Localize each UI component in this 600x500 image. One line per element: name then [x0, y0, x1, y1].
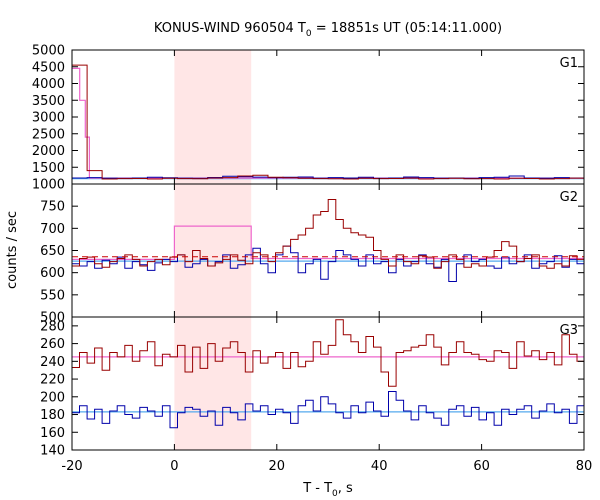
y-tick-label: 280 [40, 319, 65, 334]
xlabel-part: , s [338, 481, 353, 496]
y-tick-label: 500 [40, 311, 65, 326]
x-axis-label: T - T0, s [302, 481, 353, 499]
panel-label: G3 [560, 323, 578, 338]
y-tick-label: 220 [40, 373, 65, 388]
svg-text:KONUS-WIND 960504 T0 = 18851s: KONUS-WIND 960504 T0 = 18851s UT (05:14:… [154, 21, 502, 39]
series-high-energy [72, 64, 584, 180]
y-tick-label: 260 [40, 337, 65, 352]
y-tick-label: 550 [40, 288, 65, 303]
y-tick-label: 2000 [32, 144, 65, 159]
y-tick-label: 3500 [32, 94, 65, 109]
y-tick-label: 750 [40, 200, 65, 215]
y-axis-label: counts / sec [5, 211, 20, 289]
series-high-energy [72, 199, 584, 269]
y-tick-label: 140 [40, 444, 65, 459]
panel-frame [71, 316, 585, 451]
fit-line-high [72, 225, 584, 260]
trigger-highlight-region [174, 50, 252, 450]
y-tick-label: 4000 [32, 77, 65, 92]
series-low-energy [72, 175, 584, 179]
title-subscript: 0 [306, 29, 312, 39]
series-low-energy [72, 391, 584, 429]
y-tick-label: 180 [40, 408, 65, 423]
y-tick-label: 5000 [32, 44, 65, 59]
chart-title: KONUS-WIND 960504 T0 = 18851s UT (05:14:… [154, 21, 502, 39]
x-tick-label: -20 [61, 459, 82, 474]
x-tick-label: 20 [269, 459, 286, 474]
panel-frame [71, 49, 585, 185]
x-tick-label: 0 [170, 459, 178, 474]
y-tick-label: 650 [40, 244, 65, 259]
plot-area-g2 [72, 199, 584, 282]
y-tick-label: 3000 [32, 111, 65, 126]
y-tick-label: 700 [40, 222, 65, 237]
y-tick-label: 1500 [32, 161, 65, 176]
y-tick-label: 4500 [32, 60, 65, 75]
plot-area-g1 [72, 64, 584, 180]
y-tick-label: 240 [40, 355, 65, 370]
title-part: KONUS-WIND 960504 T [154, 21, 306, 36]
y-tick-label: 600 [40, 266, 65, 281]
x-tick-label: 60 [473, 459, 490, 474]
series-high-energy [72, 319, 584, 387]
xlabel-part: T - T [302, 481, 332, 496]
panel-label: G2 [560, 190, 578, 205]
x-tick-label: 80 [576, 459, 593, 474]
panel-g2: 500 550 600 650 700 750 G2 [40, 183, 585, 326]
y-tick-label: 160 [40, 426, 65, 441]
plot-area-g3 [72, 319, 584, 429]
panel-g3: 140 160 180 200 220 240 260 280 G3 [40, 316, 585, 459]
xlabel-subscript: 0 [332, 489, 338, 499]
title-part: = 18851s UT (05:14:11.000) [312, 21, 502, 36]
y-tick-label: 1000 [32, 178, 65, 193]
svg-text:T - T0, s: T - T0, s [302, 481, 353, 499]
x-tick-label: 40 [371, 459, 388, 474]
y-tick-label: 2500 [32, 127, 65, 142]
fit-line-high [72, 67, 584, 179]
panel-label: G1 [560, 56, 578, 71]
y-tick-label: 200 [40, 390, 65, 405]
series-low-energy [72, 245, 584, 282]
